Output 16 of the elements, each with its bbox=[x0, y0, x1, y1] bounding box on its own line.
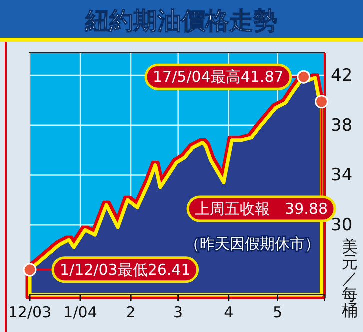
x-tick-label: 2 bbox=[126, 304, 136, 322]
x-tick-label: 12/03 bbox=[8, 304, 52, 322]
annotation: 上周五收報 39.88 bbox=[195, 200, 328, 218]
y-tick-label: 38 bbox=[331, 116, 353, 136]
y-axis-title: 美元／每桶 bbox=[342, 237, 358, 320]
y-tick-label: 34 bbox=[331, 166, 353, 186]
x-tick-label: 5 bbox=[272, 304, 283, 322]
y-tick-label: 42 bbox=[331, 66, 353, 86]
annotation: （昨天因假期休市） bbox=[185, 235, 320, 253]
annotation: 1/12/03最低26.41 bbox=[60, 260, 191, 279]
x-tick-label: 1/04 bbox=[64, 304, 98, 322]
y-tick-label: 30 bbox=[331, 216, 353, 236]
annotation: 17/5/04最高41.87 bbox=[153, 68, 284, 86]
x-tick-label: 3 bbox=[174, 304, 184, 322]
x-tick-label: 4 bbox=[224, 304, 234, 322]
chart-title: 紐約期油價格走勢 bbox=[84, 7, 278, 35]
